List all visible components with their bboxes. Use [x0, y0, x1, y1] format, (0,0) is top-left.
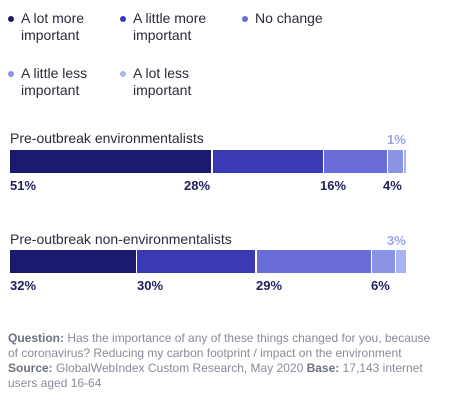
legend-dot	[242, 16, 248, 22]
footnote-base-label: Base:	[306, 361, 340, 375]
legend-item-a-little-less: A little less important	[8, 65, 118, 99]
legend-item-a-lot-more: A lot more important	[8, 10, 118, 44]
legend-label: A lot more important	[21, 10, 85, 43]
legend-label: A little less important	[21, 65, 88, 98]
value-label: 28%	[184, 178, 211, 193]
category-label-environmentalists: Pre-outbreak environmentalists	[10, 130, 204, 146]
legend: A lot more important A little more impor…	[8, 10, 448, 110]
bar-segment-a-little-more-important	[212, 150, 323, 173]
footnote-question-text: Has the importance of any of these thing…	[8, 331, 431, 360]
bar-segment-a-lot-more-important	[10, 250, 136, 273]
legend-dot	[120, 71, 126, 77]
legend-label: No change	[255, 10, 323, 26]
value-label: 6%	[371, 278, 390, 293]
footnote-base-text: 17,143 internet users aged 16-64	[8, 361, 423, 390]
footnote-source-label: Source:	[8, 361, 53, 375]
bar-segment-a-little-less-important	[372, 250, 395, 273]
legend-label: A little more important	[133, 10, 207, 43]
bar-segment-a-lot-more-important	[10, 150, 212, 173]
legend-item-a-little-more: A little more important	[120, 10, 240, 44]
value-label: 16%	[320, 178, 347, 193]
value-label-small: 1%	[387, 132, 406, 147]
value-label: 4%	[383, 178, 402, 193]
value-label: 32%	[10, 278, 37, 293]
bar-segment-a-little-more-important	[137, 250, 256, 273]
stacked-bar-environmentalists	[10, 150, 408, 173]
footnote: Question: Has the importance of any of t…	[8, 331, 438, 391]
value-label-small: 3%	[387, 233, 406, 248]
bar-segment-no-change	[324, 150, 387, 173]
bar-segment-a-lot-less-important	[396, 250, 407, 273]
footnote-question-label: Question:	[8, 331, 64, 345]
legend-item-no-change: No change	[242, 10, 362, 27]
legend-label: A lot less important	[133, 65, 192, 98]
value-label: 29%	[256, 278, 283, 293]
legend-item-a-lot-less: A lot less important	[120, 65, 240, 99]
category-label-non-environmentalists: Pre-outbreak non-environmentalists	[10, 231, 232, 247]
legend-dot	[8, 71, 14, 77]
value-label: 30%	[137, 278, 164, 293]
footnote-source-text: GlobalWebIndex Custom Research, May 2020	[52, 361, 307, 375]
bar-segment-a-little-less-important	[388, 150, 403, 173]
bar-segment-a-lot-less-important	[404, 150, 407, 173]
legend-dot	[120, 16, 126, 22]
bar-segment-no-change	[256, 250, 371, 273]
stacked-bar-non-environmentalists	[10, 250, 408, 273]
value-label: 51%	[10, 178, 37, 193]
legend-dot	[8, 16, 14, 22]
